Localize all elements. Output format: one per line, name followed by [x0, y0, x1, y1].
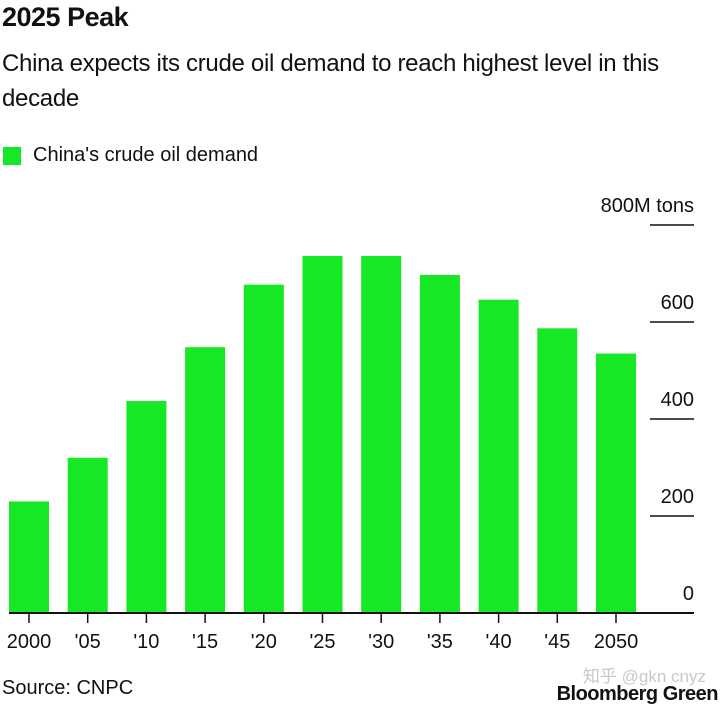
y-tick-label: 400 [661, 389, 694, 411]
x-tick-label: '30 [368, 631, 394, 653]
x-tick-label: 2050 [594, 631, 639, 653]
y-tick-label: 800M tons [601, 195, 694, 217]
x-tick-label: '05 [75, 631, 101, 653]
bar [9, 501, 49, 613]
bar [537, 328, 578, 613]
bar [126, 401, 167, 613]
x-tick-label: '10 [133, 631, 159, 653]
bar [243, 284, 284, 613]
bar [302, 256, 343, 613]
chart-subtitle: China expects its crude oil demand to re… [2, 50, 659, 112]
chart-title: 2025 Peak [2, 2, 129, 32]
source-note: Source: CNPC [2, 677, 134, 699]
x-tick-label: '15 [192, 631, 218, 653]
y-tick-label: 200 [661, 486, 694, 508]
x-tick-label: '25 [309, 631, 335, 653]
x-tick-label: 2000 [7, 631, 52, 653]
x-tick-label: '45 [544, 631, 570, 653]
bar [596, 353, 636, 613]
legend-swatch [3, 146, 21, 165]
bar [185, 347, 226, 613]
legend-label: China's crude oil demand [33, 144, 259, 166]
legend: China's crude oil demand [3, 144, 258, 167]
x-tick-label: '20 [251, 631, 277, 653]
watermark: 知乎 @gkn cnyz [582, 667, 706, 686]
x-tick-label: '40 [486, 631, 512, 653]
bar [419, 274, 460, 613]
y-tick-label: 600 [661, 292, 694, 314]
y-tick-label: 0 [683, 583, 694, 605]
bar [361, 256, 402, 613]
brand-logo: Bloomberg Green [556, 683, 719, 705]
bar [67, 457, 108, 613]
x-tick-label: '35 [427, 631, 453, 653]
bar [478, 299, 519, 613]
